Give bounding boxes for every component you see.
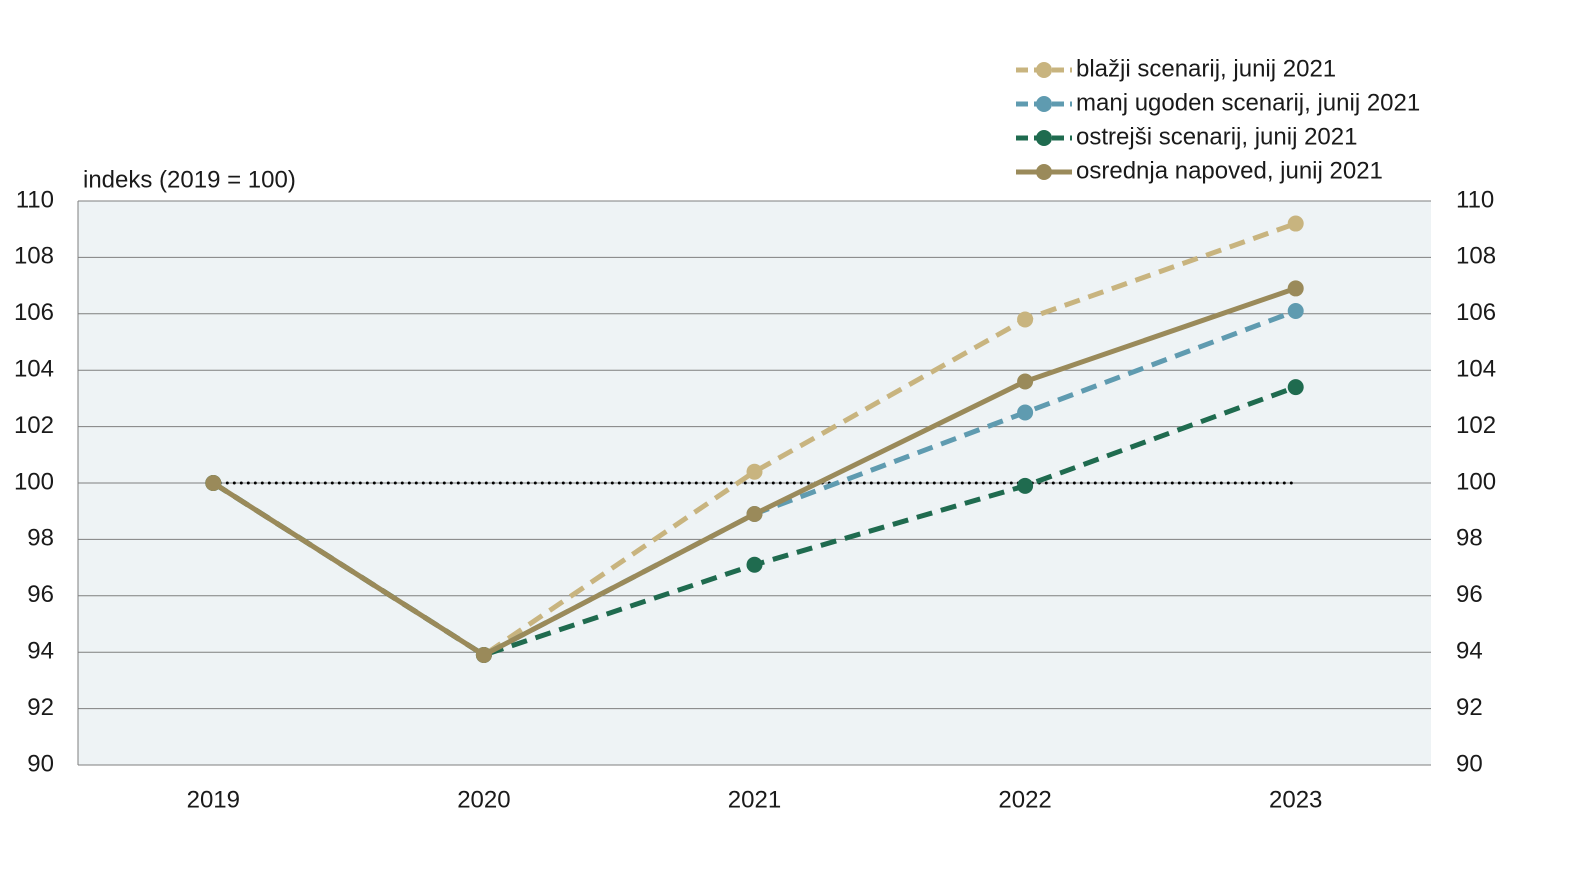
data-point <box>746 463 763 480</box>
y-tick-label: 106 <box>14 299 54 326</box>
y-tick-label: 108 <box>14 243 54 270</box>
legend-marker <box>1036 96 1052 112</box>
data-point <box>1287 280 1304 297</box>
y-tick-label: 100 <box>14 468 54 495</box>
y2-tick-label: 102 <box>1456 412 1496 439</box>
y2-tick-label: 94 <box>1456 638 1483 665</box>
x-tick-label: 2019 <box>187 786 240 813</box>
legend-label: osrednja napoved, junij 2021 <box>1076 157 1383 184</box>
x-tick-label: 2021 <box>728 786 781 813</box>
data-point <box>1017 477 1034 494</box>
y2-tick-label: 108 <box>1456 243 1496 270</box>
y-tick-label: 98 <box>27 525 54 552</box>
y-tick-label: 94 <box>27 638 54 665</box>
data-point <box>475 647 492 664</box>
y-axis-label: indeks (2019 = 100) <box>83 166 296 193</box>
y2-tick-label: 104 <box>1456 356 1496 383</box>
data-point <box>746 556 763 573</box>
y-tick-label: 92 <box>27 694 54 721</box>
y-tick-label: 96 <box>27 581 54 608</box>
legend-label: ostrejši scenarij, junij 2021 <box>1076 123 1357 150</box>
y2-tick-label: 100 <box>1456 468 1496 495</box>
y2-tick-label: 106 <box>1456 299 1496 326</box>
y-tick-label: 102 <box>14 412 54 439</box>
y-tick-label: 90 <box>27 750 54 777</box>
data-point <box>1287 302 1304 319</box>
data-point <box>205 475 222 491</box>
y-tick-label: 104 <box>14 356 54 383</box>
y-tick-label: 110 <box>16 186 54 213</box>
x-tick-label: 2023 <box>1269 786 1322 813</box>
legend-marker <box>1036 130 1052 146</box>
y2-tick-label: 98 <box>1456 525 1483 552</box>
y2-tick-label: 90 <box>1456 750 1483 777</box>
legend-label: blažji scenarij, junij 2021 <box>1076 55 1336 82</box>
data-point <box>1017 311 1034 328</box>
legend-marker <box>1036 164 1052 180</box>
x-tick-label: 2022 <box>998 786 1051 813</box>
legend-marker <box>1036 62 1052 78</box>
y2-tick-label: 96 <box>1456 581 1483 608</box>
data-point <box>1017 373 1034 390</box>
data-point <box>1017 404 1034 421</box>
data-point <box>1287 379 1304 396</box>
y2-tick-label: 92 <box>1456 694 1483 721</box>
y2-tick-label: 110 <box>1456 186 1494 213</box>
x-tick-label: 2020 <box>457 786 510 813</box>
data-point <box>1287 215 1304 232</box>
data-point <box>746 506 763 523</box>
legend-label: manj ugoden scenarij, junij 2021 <box>1076 89 1420 116</box>
